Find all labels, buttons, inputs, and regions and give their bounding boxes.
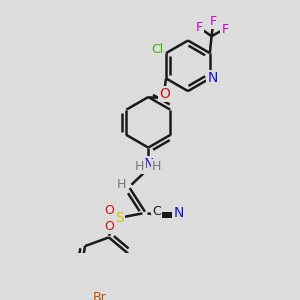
Text: N: N bbox=[143, 158, 154, 172]
Text: F: F bbox=[210, 15, 217, 28]
Text: Br: Br bbox=[93, 291, 107, 300]
Text: O: O bbox=[159, 87, 170, 100]
Text: O: O bbox=[105, 220, 115, 233]
Text: F: F bbox=[221, 23, 229, 36]
Text: N: N bbox=[207, 71, 218, 85]
Text: H: H bbox=[117, 178, 126, 191]
Text: H: H bbox=[152, 160, 161, 173]
Text: H: H bbox=[135, 160, 145, 173]
Text: S: S bbox=[115, 212, 124, 226]
Text: O: O bbox=[105, 203, 115, 217]
Text: C: C bbox=[152, 205, 161, 218]
Text: N: N bbox=[173, 206, 184, 220]
Text: Cl: Cl bbox=[152, 43, 164, 56]
Text: F: F bbox=[196, 21, 203, 34]
